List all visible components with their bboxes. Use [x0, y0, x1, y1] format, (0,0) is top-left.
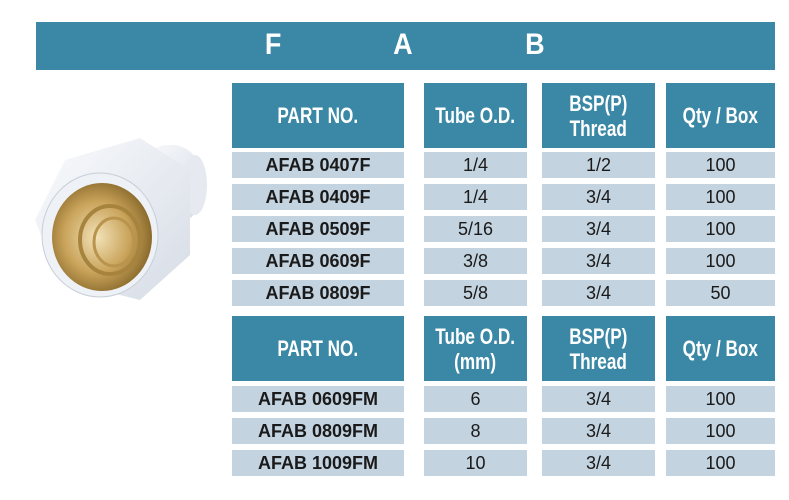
tube-od: 5/16 [424, 216, 527, 242]
part-no: AFAB 1009FM [232, 450, 404, 476]
table-row: AFAB 0809F 5/8 3/4 50 [0, 280, 789, 306]
qty: 100 [666, 248, 775, 274]
qty: 100 [666, 418, 775, 444]
table1-header-row: PART NO. Tube O.D. BSP(P) Thread Qty / B… [0, 83, 789, 148]
header-tube-od-mm: Tube O.D. (mm) [424, 316, 527, 381]
part-no: AFAB 0609F [232, 248, 404, 274]
qty: 100 [666, 184, 775, 210]
header-bsp-thread: BSP(P) Thread [542, 83, 655, 148]
part-no: AFAB 0609FM [232, 386, 404, 412]
table-row: AFAB 0407F 1/4 1/2 100 [0, 152, 789, 178]
part-no: AFAB 0409F [232, 184, 404, 210]
table-row: AFAB 0509F 5/16 3/4 100 [0, 216, 789, 242]
title-letter: F [264, 28, 282, 61]
thread: 3/4 [542, 418, 655, 444]
qty: 100 [666, 152, 775, 178]
title-banner: F A B [36, 22, 775, 70]
qty: 50 [666, 280, 775, 306]
qty: 100 [666, 216, 775, 242]
tube-od: 1/4 [424, 152, 527, 178]
qty: 100 [666, 450, 775, 476]
part-no: AFAB 0509F [232, 216, 404, 242]
tube-od: 10 [424, 450, 527, 476]
header-tube-od: Tube O.D. [424, 83, 527, 148]
tube-od: 6 [424, 386, 527, 412]
table-row: AFAB 0809FM 8 3/4 100 [0, 418, 789, 444]
table-row: AFAB 0609FM 6 3/4 100 [0, 386, 789, 412]
table-row: AFAB 0609F 3/8 3/4 100 [0, 248, 789, 274]
thread: 3/4 [542, 184, 655, 210]
part-no: AFAB 0809FM [232, 418, 404, 444]
part-no: AFAB 0407F [232, 152, 404, 178]
part-no: AFAB 0809F [232, 280, 404, 306]
header-part-no: PART NO. [232, 316, 404, 381]
header-qty-box: Qty / Box [666, 316, 775, 381]
qty: 100 [666, 386, 775, 412]
tube-od: 1/4 [424, 184, 527, 210]
thread: 3/4 [542, 386, 655, 412]
thread: 3/4 [542, 450, 655, 476]
header-bsp-thread: BSP(P) Thread [542, 316, 655, 381]
table-row: AFAB 1009FM 10 3/4 100 [0, 450, 789, 476]
table2-header-row: PART NO. Tube O.D. (mm) BSP(P) Thread Qt… [0, 316, 789, 381]
thread: 3/4 [542, 280, 655, 306]
tube-od: 5/8 [424, 280, 527, 306]
title-letter: B [525, 28, 545, 61]
table-row: AFAB 0409F 1/4 3/4 100 [0, 184, 789, 210]
product-image [35, 138, 207, 300]
tube-od: 8 [424, 418, 527, 444]
header-qty-box: Qty / Box [666, 83, 775, 148]
tube-od: 3/8 [424, 248, 527, 274]
header-part-no: PART NO. [232, 83, 404, 148]
thread: 1/2 [542, 152, 655, 178]
thread: 3/4 [542, 248, 655, 274]
thread: 3/4 [542, 216, 655, 242]
title-letter: A [393, 28, 413, 61]
